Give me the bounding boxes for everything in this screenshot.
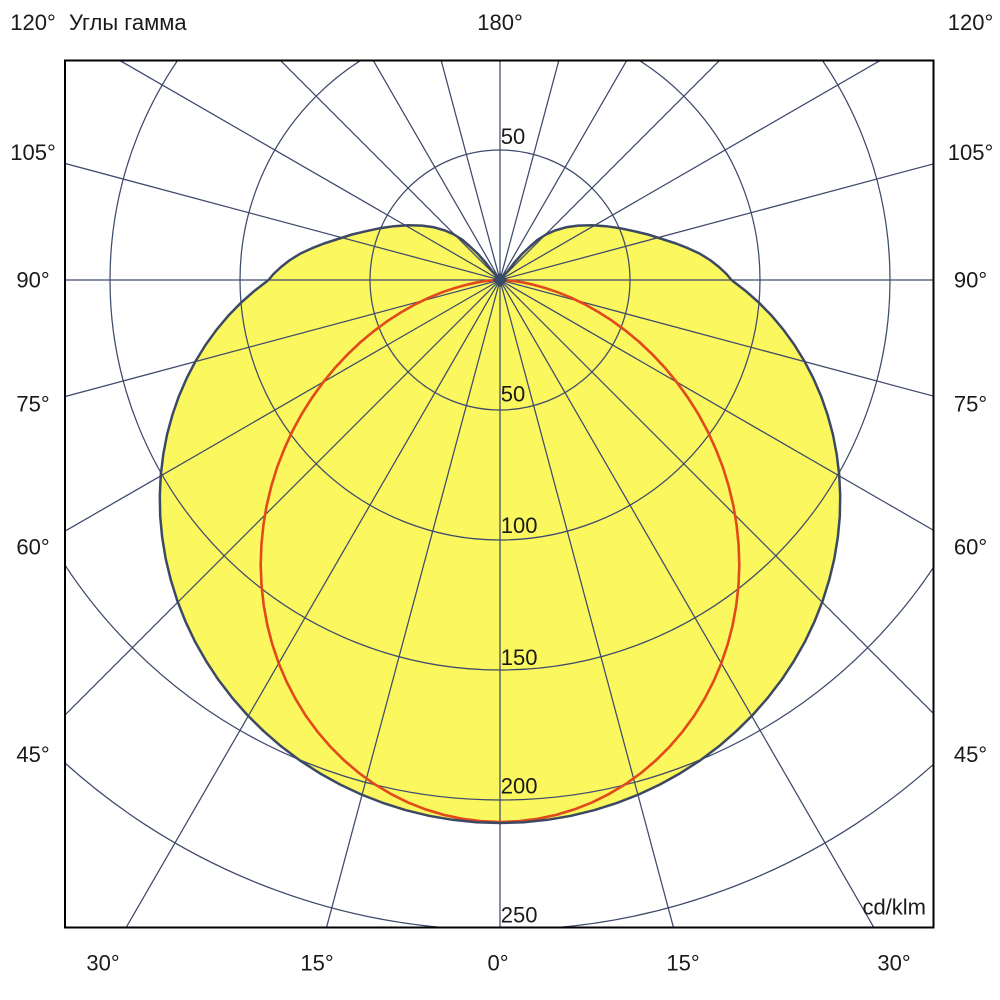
svg-text:0°: 0° xyxy=(487,951,508,976)
svg-text:60°: 60° xyxy=(16,535,49,560)
svg-text:105°: 105° xyxy=(948,140,994,165)
svg-text:15°: 15° xyxy=(300,951,333,976)
svg-text:100: 100 xyxy=(501,513,538,538)
svg-text:250: 250 xyxy=(501,903,538,928)
svg-text:Углы гамма: Углы гамма xyxy=(69,10,187,35)
svg-text:50: 50 xyxy=(501,124,525,149)
svg-text:90°: 90° xyxy=(16,268,49,293)
svg-text:120°: 120° xyxy=(10,10,56,35)
svg-text:45°: 45° xyxy=(16,742,49,767)
svg-text:180°: 180° xyxy=(477,10,523,35)
svg-text:105°: 105° xyxy=(10,140,56,165)
svg-text:30°: 30° xyxy=(877,951,910,976)
svg-text:75°: 75° xyxy=(954,392,987,417)
svg-text:200: 200 xyxy=(501,774,538,799)
svg-text:120°: 120° xyxy=(948,10,994,35)
svg-text:90°: 90° xyxy=(954,268,987,293)
svg-text:60°: 60° xyxy=(954,535,987,560)
svg-text:30°: 30° xyxy=(86,951,119,976)
svg-text:150: 150 xyxy=(501,645,538,670)
svg-text:cd/klm: cd/klm xyxy=(862,895,926,920)
svg-text:75°: 75° xyxy=(16,392,49,417)
svg-text:50: 50 xyxy=(501,382,525,407)
svg-text:45°: 45° xyxy=(954,742,987,767)
svg-text:15°: 15° xyxy=(666,951,699,976)
